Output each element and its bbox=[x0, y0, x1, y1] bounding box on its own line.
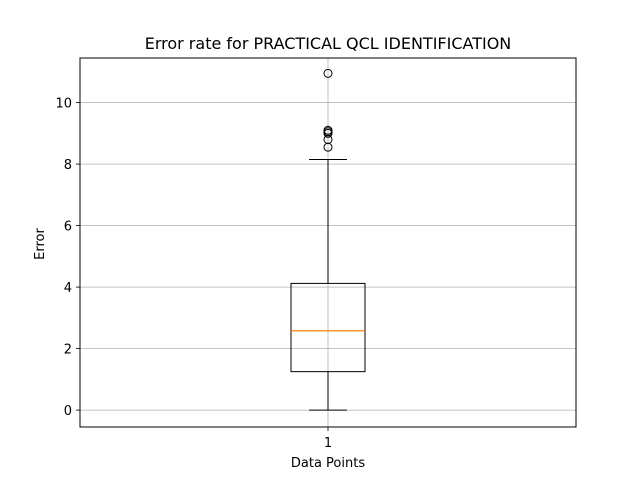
y-tick-label: 2 bbox=[64, 343, 72, 358]
chart-title: Error rate for PRACTICAL QCL IDENTIFICAT… bbox=[145, 34, 512, 53]
outlier-point bbox=[323, 68, 333, 78]
y-axis-label: Error bbox=[33, 228, 48, 260]
boxplot bbox=[290, 68, 366, 411]
y-tick-label: 10 bbox=[55, 97, 72, 112]
y-axis: 0 2 4 6 8 10 bbox=[55, 97, 80, 419]
y-tick-label: 0 bbox=[64, 404, 72, 419]
y-tick-label: 6 bbox=[64, 220, 72, 235]
box-iqr bbox=[290, 282, 366, 373]
y-tick-label: 4 bbox=[64, 281, 72, 296]
x-tick-label: 1 bbox=[324, 436, 332, 451]
x-axis-label: Data Points bbox=[291, 456, 365, 471]
y-tick-label: 8 bbox=[64, 158, 72, 173]
x-axis: 1 bbox=[324, 427, 332, 451]
outlier-point bbox=[323, 125, 333, 135]
